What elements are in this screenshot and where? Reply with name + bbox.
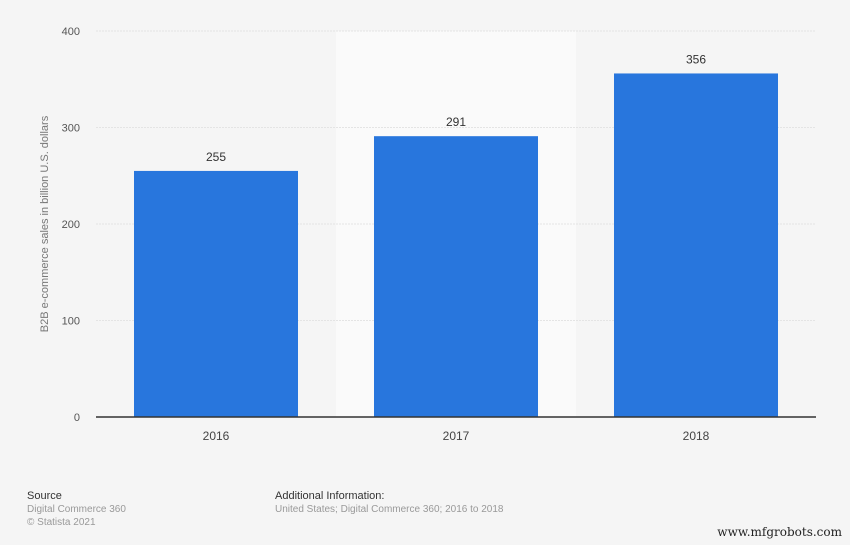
bar-chart: 0 100 200 300 400 B2B e-commerce sales in bil…	[39, 26, 816, 443]
y-tick-label: 0	[74, 412, 80, 424]
y-axis-label: B2B e-commerce sales in billion U.S. dol…	[39, 115, 51, 332]
x-tick-label: 2016	[203, 429, 230, 443]
watermark: www.mfgrobots.com	[717, 525, 842, 539]
y-tick-label: 400	[62, 26, 80, 38]
y-tick-label: 300	[62, 123, 80, 135]
data-label: 255	[206, 150, 226, 164]
copyright-line: © Statista 2021	[27, 517, 96, 528]
data-label: 291	[446, 115, 466, 129]
y-tick-label: 200	[62, 219, 80, 231]
additional-info-heading: Additional Information:	[275, 490, 385, 502]
data-label: 356	[686, 52, 706, 66]
source-heading: Source	[27, 490, 62, 502]
x-tick-label: 2018	[683, 429, 710, 443]
y-tick-label: 100	[62, 316, 80, 328]
source-line[interactable]: Digital Commerce 360	[27, 504, 126, 515]
additional-info-block: Additional Information: United States; D…	[275, 490, 503, 516]
x-tick-label: 2017	[443, 429, 470, 443]
bar-2018[interactable]	[614, 73, 778, 418]
bar-2016[interactable]	[134, 170, 298, 417]
bar-2017[interactable]	[374, 136, 538, 417]
source-block: Source Digital Commerce 360 © Statista 2…	[27, 490, 126, 529]
additional-info-text: United States; Digital Commerce 360; 201…	[275, 504, 504, 515]
